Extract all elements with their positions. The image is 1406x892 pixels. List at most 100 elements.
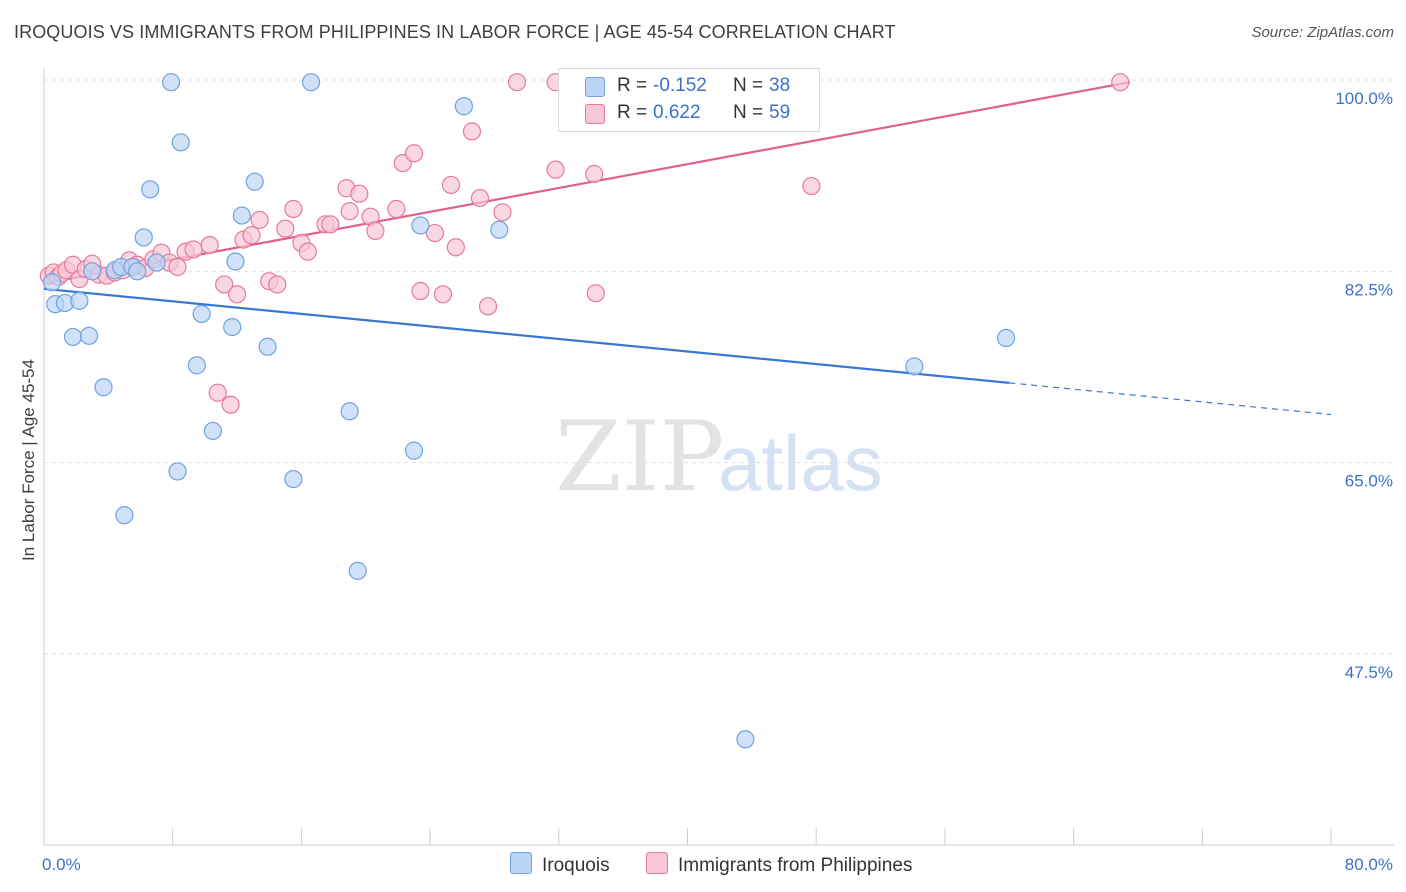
point-philippines — [478, 297, 498, 316]
point-iroquois — [192, 304, 211, 324]
r-value-philippines: 0.622 — [653, 102, 701, 123]
data-points — [39, 73, 1130, 749]
point-iroquois — [161, 73, 181, 92]
point-iroquois — [232, 206, 251, 225]
watermark-atlas: atlas — [718, 419, 883, 507]
point-philippines — [404, 144, 424, 163]
iroquois-legend-swatch — [510, 852, 532, 874]
point-philippines — [321, 215, 340, 234]
point-philippines — [411, 281, 430, 301]
point-philippines — [298, 242, 317, 261]
point-philippines — [470, 188, 490, 208]
point-iroquois — [411, 216, 430, 235]
point-iroquois — [168, 462, 187, 481]
point-iroquois — [245, 172, 264, 191]
point-philippines — [1111, 73, 1130, 92]
philippines-swatch — [585, 104, 605, 124]
trend-lines — [43, 81, 1332, 416]
point-philippines — [585, 164, 604, 184]
legend-label-iroquois: Iroquois — [542, 855, 610, 876]
point-philippines — [387, 199, 406, 219]
point-iroquois — [404, 441, 424, 460]
point-iroquois — [258, 337, 277, 356]
y-tick-label: 47.5% — [1345, 663, 1393, 682]
point-philippines — [268, 275, 287, 294]
stats-legend: R = -0.152 N = 38 R = 0.622 N = 59 — [558, 68, 820, 132]
y-tick-label: 82.5% — [1345, 280, 1393, 299]
trend-line-philippines — [43, 81, 1131, 285]
point-iroquois — [187, 356, 206, 375]
n-label: N = — [733, 75, 764, 96]
legend-item-philippines: Immigrants from Philippines — [646, 852, 912, 877]
point-iroquois — [348, 561, 367, 581]
chart-title: IROQUOIS VS IMMIGRANTS FROM PHILIPPINES … — [14, 22, 896, 42]
point-philippines — [586, 284, 605, 303]
point-iroquois — [42, 273, 62, 292]
x-tick-label-right: 80.0% — [1345, 855, 1393, 874]
point-philippines — [200, 235, 219, 255]
point-philippines — [441, 175, 461, 195]
point-iroquois — [301, 73, 321, 92]
point-philippines — [493, 203, 512, 222]
philippines-legend-swatch — [646, 852, 668, 874]
point-philippines — [168, 257, 187, 277]
point-philippines — [433, 285, 453, 304]
legend-label-philippines: Immigrants from Philippines — [678, 855, 913, 876]
y-tick-label: 100.0% — [1335, 89, 1393, 108]
point-iroquois — [94, 378, 113, 397]
point-iroquois — [115, 506, 134, 525]
point-philippines — [425, 223, 445, 243]
point-iroquois — [223, 317, 242, 337]
point-philippines — [802, 176, 821, 196]
point-iroquois — [203, 421, 223, 441]
watermark-zip: ZIP — [555, 401, 724, 513]
point-iroquois — [147, 253, 166, 272]
point-iroquois — [284, 469, 303, 489]
point-philippines — [227, 285, 247, 304]
trend-line-iroquois — [43, 287, 1010, 384]
point-philippines — [242, 226, 261, 245]
grid-lines — [44, 79, 1394, 655]
point-iroquois — [128, 262, 147, 281]
point-philippines — [366, 221, 385, 240]
point-iroquois — [736, 730, 755, 749]
r-value-iroquois: -0.152 — [653, 75, 707, 96]
point-philippines — [184, 240, 203, 259]
y-tick-label: 65.0% — [1345, 472, 1393, 491]
point-philippines — [215, 275, 234, 294]
watermark: ZIP atlas — [555, 401, 883, 513]
point-iroquois — [134, 228, 153, 247]
r-label: R = — [617, 75, 648, 96]
point-iroquois — [70, 291, 89, 310]
point-philippines — [250, 210, 269, 230]
point-iroquois — [79, 326, 99, 345]
point-iroquois — [171, 133, 190, 152]
point-philippines — [208, 383, 227, 402]
point-philippines — [446, 238, 465, 257]
n-value-iroquois: 38 — [769, 75, 791, 96]
point-iroquois — [996, 328, 1016, 348]
r-label: R = — [617, 102, 648, 123]
x-tick-label-left: 0.0% — [42, 855, 81, 874]
point-iroquois — [340, 402, 359, 421]
point-iroquois — [490, 220, 509, 239]
point-philippines — [276, 219, 295, 238]
iroquois-swatch — [585, 77, 605, 97]
point-philippines — [284, 199, 303, 219]
point-philippines — [340, 202, 359, 221]
n-value-philippines: 59 — [769, 102, 791, 123]
tick-labels: 100.0% 82.5% 65.0% 47.5% 0.0% 80.0% — [42, 89, 1393, 874]
point-iroquois — [83, 262, 102, 281]
point-philippines — [221, 395, 240, 414]
y-axis-title: In Labor Force | Age 45-54 — [19, 359, 38, 561]
axes — [43, 68, 1394, 846]
point-iroquois — [226, 252, 245, 271]
point-iroquois — [454, 97, 473, 116]
point-philippines — [350, 184, 369, 203]
source-label: Source: ZipAtlas.com — [1251, 24, 1394, 41]
legend-item-iroquois: Iroquois — [510, 852, 610, 877]
point-iroquois — [63, 327, 83, 347]
n-label: N = — [733, 102, 764, 123]
point-iroquois — [141, 180, 160, 199]
